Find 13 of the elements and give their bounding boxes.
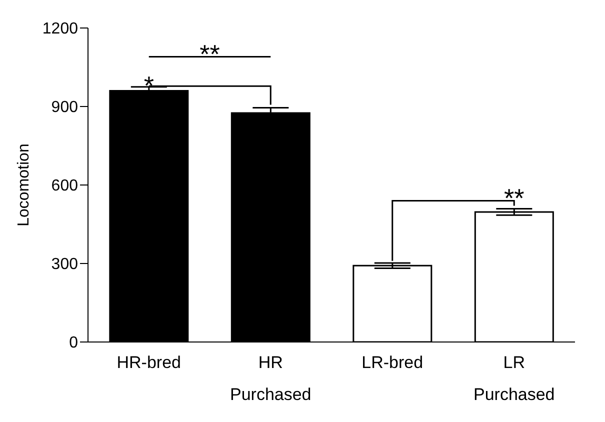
y-tick-label: 1200 <box>42 20 78 38</box>
y-tick-label: 0 <box>69 334 78 352</box>
x-tick-label: LR Purchased <box>473 353 555 404</box>
annotation: ** <box>504 182 524 213</box>
annotation: ** <box>200 38 220 69</box>
annotation: * <box>144 70 154 100</box>
y-tick-label: 600 <box>51 178 78 195</box>
y-tick-label: 900 <box>51 99 78 116</box>
x-tick-label: HR Purchased <box>230 353 312 404</box>
y-axis-title: Locomotion <box>16 144 33 226</box>
x-tick-label: HR-bred <box>116 353 181 372</box>
x-tick-label: LR-bred <box>362 353 424 372</box>
y-tick-label: 300 <box>51 256 78 274</box>
